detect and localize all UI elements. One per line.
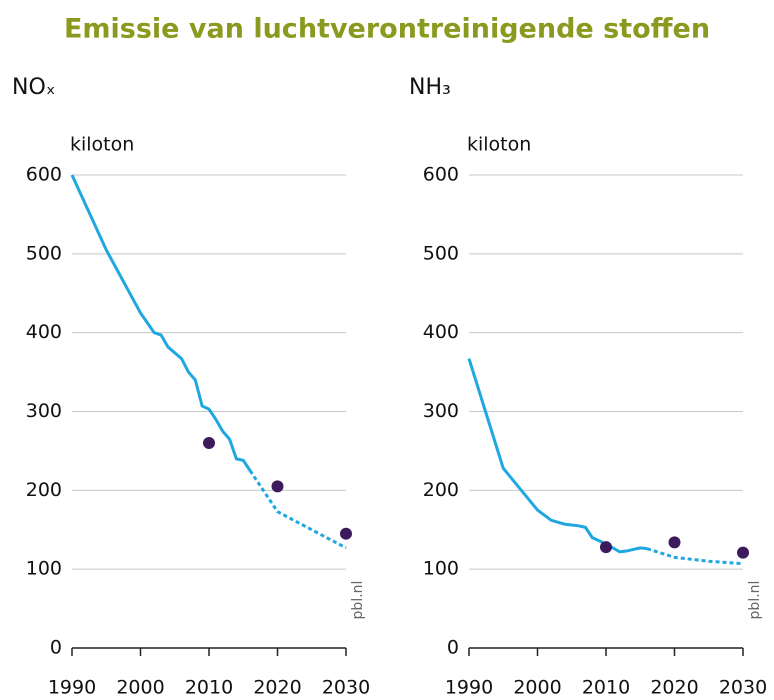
x-tick-label: 2030 [719,677,767,699]
data-line [646,547,744,566]
x-tick-label: 2020 [650,677,698,699]
page-title: Emissie van luchtverontreinigende stoffe… [64,14,710,45]
x-tick-label: 2020 [253,677,301,699]
y-tick-label: 400 [423,321,459,343]
y-tick-label: 200 [26,479,62,501]
data-line [70,174,252,472]
y-tick-label: 100 [26,558,62,580]
source-label: pbl.nl [350,581,366,620]
y-tick-label: 0 [447,637,459,659]
y-tick-label: 0 [50,637,62,659]
y-tick-label: 600 [26,164,62,186]
chart-title: NOₓ [12,75,56,100]
y-tick-label: 400 [26,321,62,343]
x-tick-label: 2010 [582,677,630,699]
x-tick-label: 2010 [185,677,233,699]
y-axis-label: kiloton [467,134,531,156]
data-point [203,437,215,450]
x-tick-label: 2030 [322,677,370,699]
y-tick-label: 500 [423,242,459,264]
x-tick-label: 2000 [513,677,561,699]
source-label: pbl.nl [747,581,763,620]
y-tick-label: 600 [423,164,459,186]
data-point [340,527,352,540]
x-tick-label: 2000 [116,677,164,699]
y-tick-label: 500 [26,242,62,264]
data-point [737,546,749,559]
data-line [467,358,648,554]
y-tick-label: 300 [26,400,62,422]
data-point [271,480,284,493]
x-tick-label: 1990 [445,677,493,699]
chart-title: NH₃ [409,75,451,100]
x-tick-label: 1990 [48,677,96,699]
data-point [668,536,681,549]
data-line [248,469,347,550]
y-tick-label: 300 [423,400,459,422]
y-axis-label: kiloton [70,134,134,156]
data-point [600,541,612,554]
y-tick-label: 200 [423,479,459,501]
y-tick-label: 100 [423,558,459,580]
